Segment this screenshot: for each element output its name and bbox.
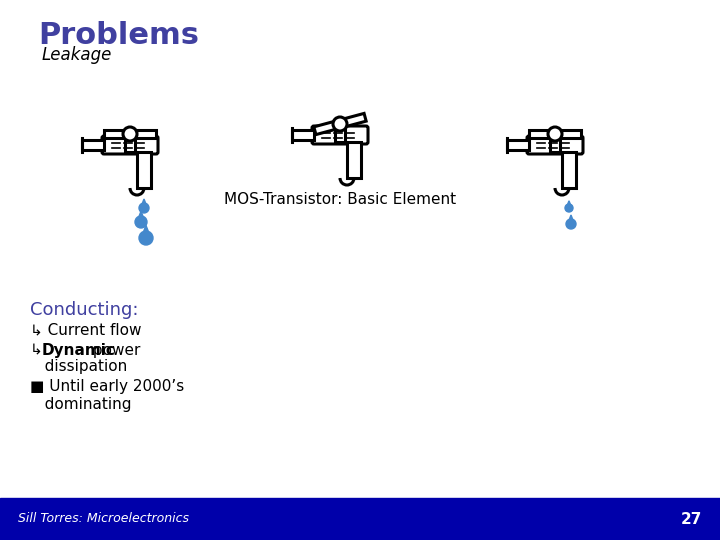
Circle shape (139, 231, 153, 245)
Polygon shape (140, 199, 148, 208)
Text: ■ Until early 2000’s: ■ Until early 2000’s (30, 380, 184, 395)
Circle shape (566, 219, 576, 229)
Bar (562, 152, 576, 188)
Circle shape (123, 127, 137, 141)
Circle shape (565, 204, 573, 212)
Circle shape (135, 216, 147, 228)
Text: Dynamic: Dynamic (42, 342, 116, 357)
Text: dominating: dominating (30, 396, 132, 411)
Text: ↳: ↳ (30, 342, 48, 357)
Polygon shape (566, 201, 572, 208)
Text: Sill Torres: Microelectronics: Sill Torres: Microelectronics (18, 512, 189, 525)
Bar (345, 113, 366, 126)
FancyBboxPatch shape (312, 126, 368, 144)
Bar (137, 152, 151, 188)
Text: power: power (89, 342, 140, 357)
Bar (507, 140, 529, 150)
Bar (125, 134, 135, 152)
Circle shape (548, 127, 562, 141)
Polygon shape (567, 215, 575, 224)
Text: dissipation: dissipation (30, 360, 127, 375)
Text: Problems: Problems (38, 21, 199, 50)
Bar (347, 142, 361, 178)
FancyBboxPatch shape (102, 136, 158, 154)
Circle shape (139, 203, 149, 213)
Text: MOS-Transistor: Basic Element: MOS-Transistor: Basic Element (224, 192, 456, 207)
Circle shape (333, 117, 347, 131)
Bar (104, 130, 124, 138)
Bar (335, 124, 345, 142)
Bar (82, 140, 104, 150)
Text: 27: 27 (680, 511, 702, 526)
Bar (136, 130, 156, 138)
Bar (314, 122, 336, 134)
Bar (550, 134, 560, 152)
Text: ↳ Current flow: ↳ Current flow (30, 322, 142, 338)
Text: Leakage: Leakage (42, 46, 112, 64)
Bar (0, 498, 720, 540)
Polygon shape (137, 211, 145, 222)
Bar (561, 130, 581, 138)
FancyBboxPatch shape (527, 136, 583, 154)
Polygon shape (141, 225, 151, 238)
Bar (292, 130, 314, 140)
Bar (529, 130, 549, 138)
Text: Conducting:: Conducting: (30, 301, 138, 319)
